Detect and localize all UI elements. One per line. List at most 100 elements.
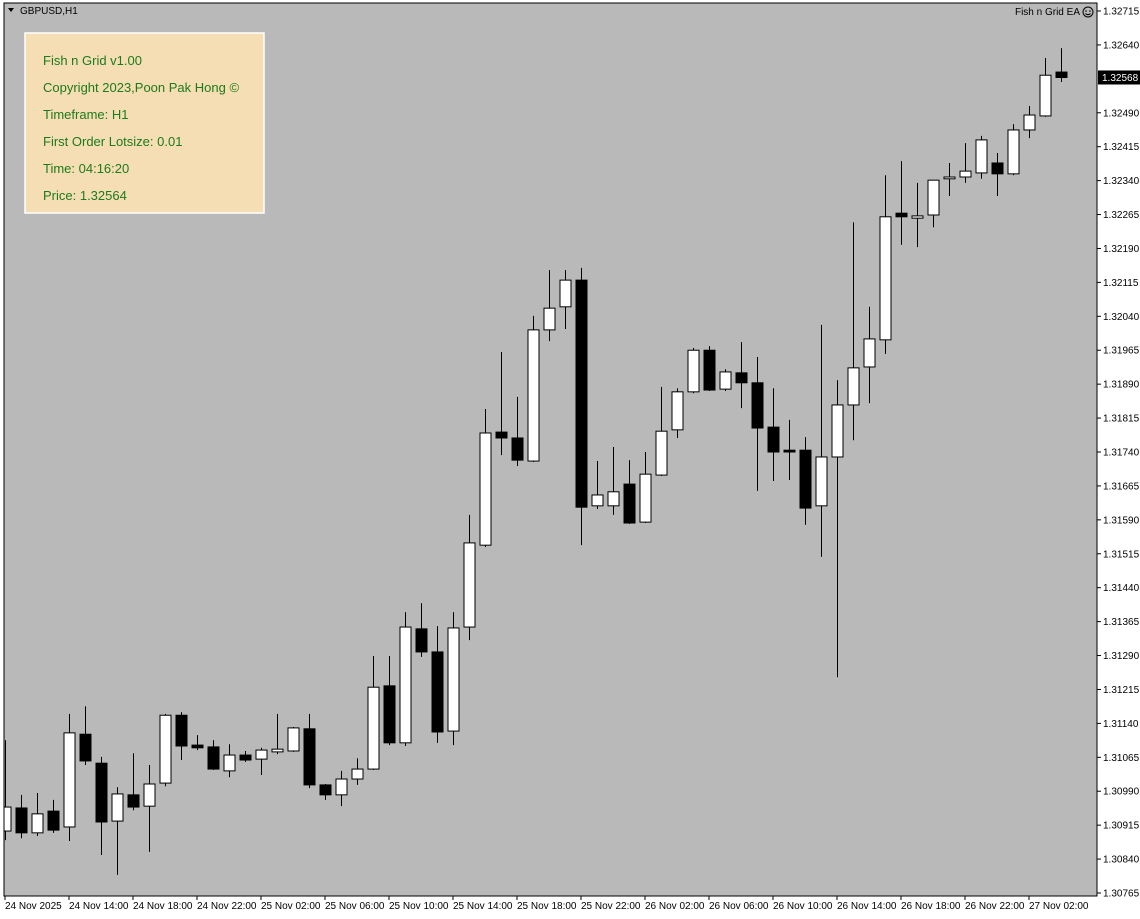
- candle-body: [383, 685, 396, 744]
- info-panel: [24, 32, 265, 214]
- x-tick-label: 26 Nov 14:00: [837, 901, 897, 912]
- candle-body: [575, 279, 588, 508]
- candle-body: [687, 349, 700, 393]
- candle-body: [1023, 114, 1036, 131]
- y-tick-label: 1.32190: [1103, 244, 1140, 255]
- y-tick-label: 1.31065: [1103, 753, 1140, 764]
- candle-body: [1007, 129, 1020, 175]
- candle-body: [47, 810, 60, 831]
- candle-body: [639, 473, 652, 523]
- x-tick-label: 27 Nov 02:00: [1029, 901, 1089, 912]
- candle-body: [351, 768, 364, 780]
- y-tick-label: 1.32490: [1103, 108, 1140, 119]
- y-tick-label: 1.31665: [1103, 481, 1140, 492]
- candle-body: [287, 727, 300, 752]
- candle-body: [943, 176, 956, 180]
- y-tick-label: 1.31365: [1103, 617, 1140, 628]
- candle-body: [207, 746, 220, 770]
- candle-body: [527, 329, 540, 462]
- y-tick-label: 1.30765: [1103, 889, 1140, 900]
- candle-body: [799, 449, 812, 509]
- y-tick-label: 1.30990: [1103, 787, 1140, 798]
- candle-body: [127, 794, 140, 808]
- candle-body: [367, 686, 380, 770]
- axes: 1.32715 1.32640 1.32490 1.32415 1.32340 1.322…: [4, 7, 1140, 912]
- candle-body: [4, 806, 12, 832]
- candle-body: [975, 139, 988, 174]
- x-tick-label: 25 Nov 22:00: [581, 901, 641, 912]
- y-tick-label: 1.32340: [1103, 176, 1140, 187]
- candle-body: [255, 749, 268, 760]
- candle-body: [303, 728, 316, 786]
- candle-body: [479, 432, 492, 546]
- info-panel-lines: Fish n Grid v1.00 Copyright 2023,Poon Pak…: [43, 53, 239, 203]
- candle-body: [1039, 74, 1052, 117]
- x-tick-label: 24 Nov 14:00: [69, 901, 129, 912]
- candle-body: [1055, 71, 1068, 78]
- x-tick-label: 24 Nov 18:00: [133, 901, 193, 912]
- y-tick-label: 1.30915: [1103, 821, 1140, 832]
- x-tick-label: 26 Nov 22:00: [965, 901, 1025, 912]
- y-tick-label: 1.32115: [1103, 278, 1139, 289]
- candle-body: [415, 628, 428, 653]
- candle-body: [271, 748, 284, 753]
- candle-body: [959, 170, 972, 178]
- last-price-label: 1.32568: [1102, 73, 1139, 84]
- candle-body: [783, 449, 796, 453]
- y-tick-label: 1.32715: [1103, 7, 1140, 18]
- candle-body: [159, 714, 172, 784]
- y-tick-label: 1.31965: [1103, 346, 1140, 357]
- x-tick-label: 25 Nov 10:00: [389, 901, 449, 912]
- candle-body: [15, 807, 28, 834]
- menu-arrow[interactable]: [8, 8, 14, 12]
- candle-body: [655, 430, 668, 476]
- candle-body: [463, 542, 476, 628]
- candle-body: [335, 778, 348, 796]
- candle-body: [911, 215, 924, 219]
- candle-body: [831, 404, 844, 458]
- y-tick-label: 1.31140: [1103, 719, 1139, 730]
- panel-line: Fish n Grid v1.00: [43, 53, 142, 68]
- x-tick-label: 26 Nov 18:00: [901, 901, 961, 912]
- candle-body: [703, 349, 716, 391]
- x-tick-label: 25 Nov 14:00: [453, 901, 513, 912]
- candles: [4, 48, 1068, 875]
- x-tick-label: 24 Nov 2025: [5, 901, 62, 912]
- candle-body: [607, 491, 620, 507]
- candle-body: [511, 437, 524, 461]
- candle-body: [863, 338, 876, 368]
- candle-body: [879, 216, 892, 341]
- candle-body: [63, 732, 76, 828]
- candle-body: [895, 212, 908, 218]
- y-tick-label: 1.31740: [1103, 448, 1140, 459]
- candle-body: [719, 371, 732, 390]
- ea-label: Fish n Grid EA: [1015, 7, 1080, 18]
- y-tick-label: 1.32040: [1103, 312, 1140, 323]
- candle-body: [991, 162, 1004, 175]
- candle-body: [767, 426, 780, 453]
- candle-body: [735, 372, 748, 384]
- y-tick-label: 1.32415: [1103, 142, 1140, 153]
- candle-body: [31, 813, 44, 834]
- panel-line: Time: 04:16:20: [43, 161, 129, 176]
- candle-body: [559, 279, 572, 308]
- candle-body: [223, 754, 236, 772]
- x-tick-label: 26 Nov 10:00: [773, 901, 833, 912]
- candle-body: [751, 382, 764, 429]
- panel-line: First Order Lotsize: 0.01: [43, 134, 182, 149]
- candle-body: [671, 391, 684, 431]
- candle-body: [95, 762, 108, 823]
- candle-body: [623, 483, 636, 524]
- x-tick-label: 25 Nov 02:00: [261, 901, 321, 912]
- ea-smiley: [1082, 6, 1094, 18]
- candle-body: [847, 367, 860, 406]
- symbol-label: GBPUSD,H1: [20, 6, 78, 17]
- y-tick-label: 1.32265: [1103, 210, 1140, 221]
- candle-body: [143, 783, 156, 807]
- y-tick-label: 1.31515: [1103, 549, 1140, 560]
- y-tick-label: 1.30840: [1103, 855, 1140, 866]
- candle-body: [319, 784, 332, 796]
- y-tick-label: 1.31290: [1103, 651, 1140, 662]
- x-tick-label: 25 Nov 06:00: [325, 901, 385, 912]
